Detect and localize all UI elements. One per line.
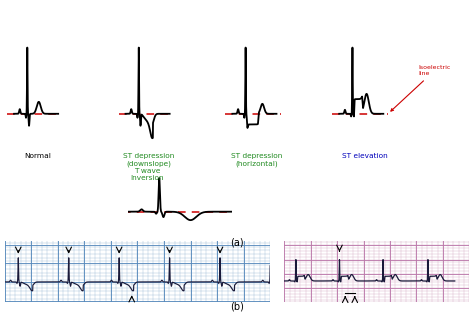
Text: T wave
Inversion: T wave Inversion (130, 168, 164, 181)
Text: ST depression
(horizontal): ST depression (horizontal) (231, 153, 282, 167)
Text: ST depression
(downslope): ST depression (downslope) (123, 153, 174, 167)
Text: (a): (a) (230, 238, 244, 248)
Text: (b): (b) (230, 302, 244, 312)
Text: Isoelectric
line: Isoelectric line (391, 66, 451, 111)
Text: Normal: Normal (25, 153, 52, 159)
Text: ST elevation: ST elevation (342, 153, 388, 159)
